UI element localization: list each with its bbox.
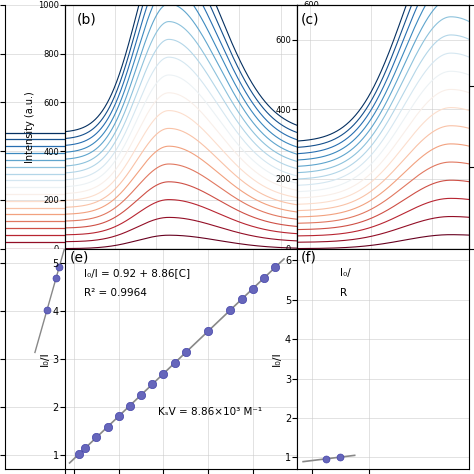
Text: I₀/I = 0.92 + 8.86[C]: I₀/I = 0.92 + 8.86[C] [84, 268, 190, 278]
Text: R: R [340, 288, 347, 298]
Y-axis label: Intensity (a.u.): Intensity (a.u.) [25, 91, 35, 163]
Point [55, 264, 63, 271]
Point [43, 306, 51, 314]
Text: (e): (e) [70, 251, 89, 265]
Y-axis label: I₀/I: I₀/I [272, 352, 282, 366]
Text: R² = 0.9964: R² = 0.9964 [84, 288, 146, 298]
Text: (c): (c) [301, 12, 319, 26]
Point [52, 274, 60, 282]
Text: (b): (b) [77, 12, 97, 26]
Text: I₀/: I₀/ [340, 268, 351, 278]
Y-axis label: I₀/I: I₀/I [40, 352, 50, 366]
Text: KₛV = 8.86×10³ M⁻¹: KₛV = 8.86×10³ M⁻¹ [158, 408, 262, 418]
X-axis label: Wavelength (nm): Wavelength (nm) [137, 267, 226, 277]
Text: (f): (f) [301, 251, 317, 265]
